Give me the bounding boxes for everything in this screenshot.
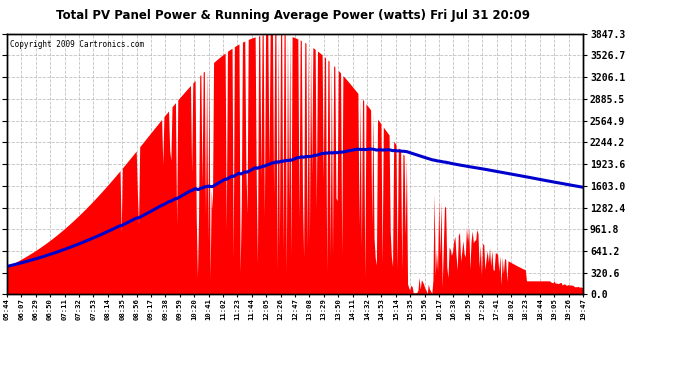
Text: Copyright 2009 Cartronics.com: Copyright 2009 Cartronics.com <box>10 40 144 49</box>
Text: Total PV Panel Power & Running Average Power (watts) Fri Jul 31 20:09: Total PV Panel Power & Running Average P… <box>57 9 530 22</box>
